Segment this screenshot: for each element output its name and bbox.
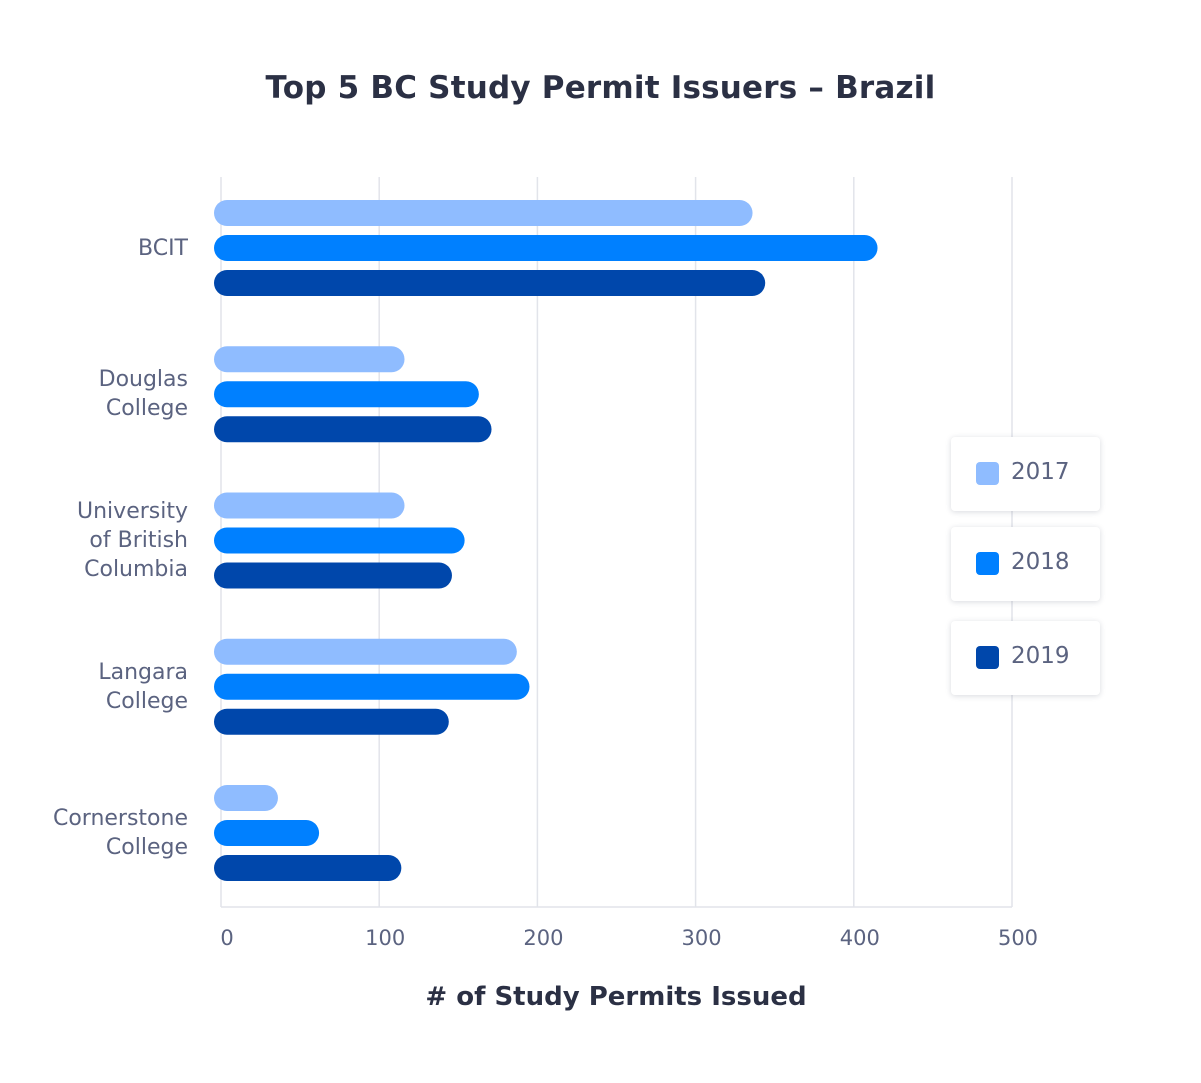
category-label: University of British Columbia (77, 499, 188, 582)
bar-2018-3 (214, 673, 530, 700)
legend-label: 2017 (1011, 459, 1070, 485)
chart-title: Top 5 BC Study Permit Issuers – Brazil (265, 70, 936, 106)
bar-2017-1 (214, 346, 405, 373)
legend-item-2018: 2018 (951, 527, 1100, 601)
bar-2017-4 (214, 785, 278, 811)
bar-2019-2 (214, 562, 452, 589)
x-tick-label: 400 (839, 926, 880, 950)
bar-2019-0 (214, 270, 766, 296)
legend-item-2017: 2017 (951, 437, 1100, 511)
bar-2019-1 (214, 416, 492, 443)
x-tick-label: 0 (220, 926, 234, 950)
bar-2018-0 (214, 235, 878, 261)
category-label: Langara College (98, 659, 188, 714)
bar-2019-4 (214, 855, 402, 881)
category-label: Douglas College (98, 367, 188, 422)
bar-2018-2 (214, 527, 465, 554)
legend-label: 2018 (1011, 549, 1070, 575)
legend-swatch (976, 552, 999, 575)
x-axis-title: # of Study Permits Issued (425, 982, 807, 1012)
legend-swatch (976, 646, 999, 669)
category-label: Cornerstone College (52, 806, 188, 860)
bar-2017-0 (214, 200, 753, 226)
legend-swatch (976, 462, 999, 485)
legend-item-2019: 2019 (951, 621, 1100, 695)
category-label: BCIT (138, 235, 188, 261)
x-tick-label: 500 (997, 926, 1039, 950)
bar-2019-3 (214, 708, 449, 735)
bar-2018-1 (214, 381, 479, 408)
x-tick-label: 100 (365, 926, 406, 950)
x-tick-label: 200 (523, 926, 564, 950)
legend-label: 2019 (1011, 643, 1070, 669)
bar-2017-2 (214, 492, 405, 519)
bar-2017-3 (214, 638, 517, 665)
bar-2018-4 (214, 820, 320, 846)
x-tick-label: 300 (681, 926, 722, 950)
